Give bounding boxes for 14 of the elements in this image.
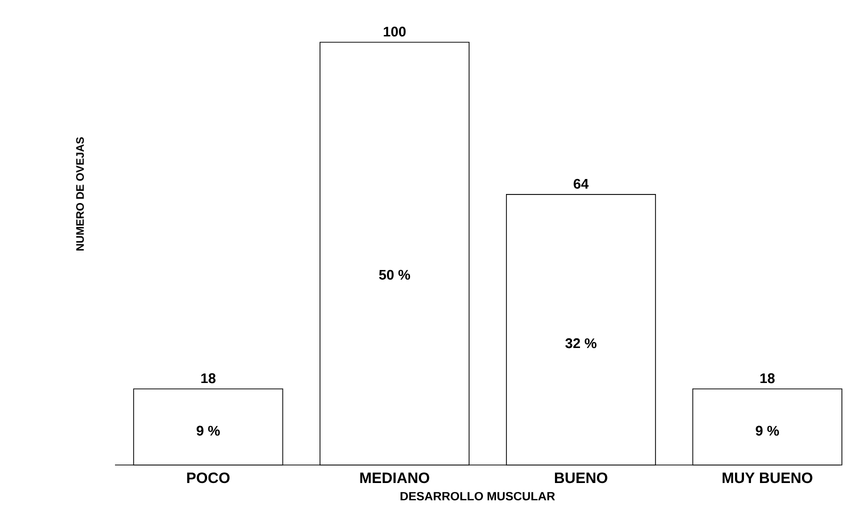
x-tick-label: POCO bbox=[187, 472, 230, 484]
annotation: 50 % bbox=[379, 270, 410, 280]
x-tick-label: BUENO bbox=[554, 472, 608, 484]
data-label: 64 bbox=[574, 178, 589, 189]
annotation: 32 % bbox=[565, 338, 596, 348]
x-tick-label: MEDIANO bbox=[360, 472, 430, 484]
x-tick-label: MUY BUENO bbox=[722, 472, 812, 484]
annotation: 9 % bbox=[196, 426, 220, 436]
annotation: 9 % bbox=[756, 426, 779, 436]
data-label: 18 bbox=[201, 373, 216, 384]
x-axis-title: DESARROLLO MUSCULAR bbox=[400, 492, 555, 500]
data-label: 18 bbox=[760, 373, 775, 384]
y-axis-title: NUMERO DE OVEJAS bbox=[76, 137, 84, 250]
data-label: 100 bbox=[384, 26, 406, 37]
